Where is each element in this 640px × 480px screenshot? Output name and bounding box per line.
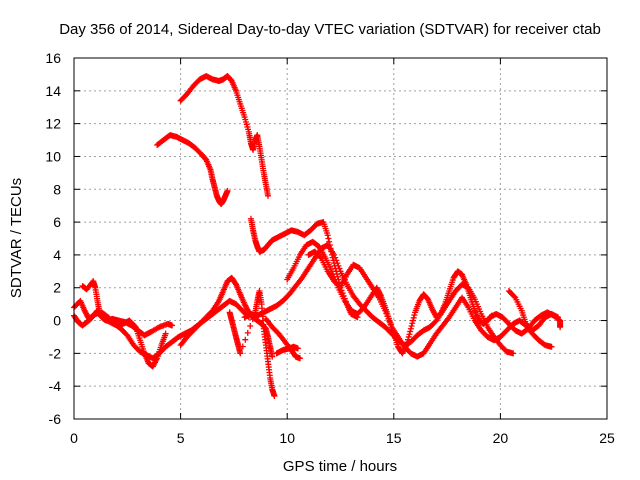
series-arc-11: [273, 343, 301, 357]
y-tick-label: 12: [45, 116, 61, 132]
data-point: [224, 187, 231, 194]
data-point: [387, 321, 394, 328]
data-point: [554, 314, 561, 321]
y-tick-label: 6: [53, 214, 61, 230]
data-point: [326, 238, 333, 245]
series-arc-6: [177, 274, 276, 360]
data-point: [328, 248, 335, 255]
data-point: [408, 323, 415, 330]
series-arc-5: [177, 73, 272, 199]
data-point: [294, 345, 301, 352]
data-point: [410, 314, 417, 321]
data-point: [409, 317, 416, 324]
series-arc-14: [486, 309, 564, 337]
series-arc-9: [247, 215, 361, 321]
data-point: [247, 323, 254, 330]
axis-ticks: 0 5 10 15 20 25 -6 -4 -2 0 2 4 6 8 10 12 14 16: [45, 50, 615, 446]
y-tick-label: -4: [49, 378, 62, 394]
chart-title: Day 356 of 2014, Sidereal Day-to-day VTE…: [59, 21, 601, 38]
data-point: [331, 262, 338, 269]
data-point: [383, 310, 390, 317]
data-point: [510, 350, 517, 357]
data-point: [407, 325, 414, 332]
x-axis-label: GPS time / hours: [283, 458, 397, 475]
data-point: [384, 313, 391, 320]
data-point: [386, 318, 393, 325]
data-point: [330, 257, 337, 264]
series-arc-8: [241, 242, 517, 357]
y-tick-label: 4: [53, 247, 61, 263]
data-point: [328, 251, 335, 258]
data-point: [317, 254, 324, 261]
y-tick-label: -6: [49, 411, 62, 427]
data-point: [405, 333, 412, 340]
data-point: [237, 350, 244, 357]
y-tick-label: 2: [53, 280, 61, 296]
data-points: [71, 73, 564, 400]
data-point: [511, 293, 518, 300]
data-point: [557, 324, 564, 331]
series-arc-7: [226, 288, 278, 400]
data-point: [131, 323, 138, 330]
plot-frame: [73, 57, 608, 420]
series-arc-10: [262, 315, 303, 362]
data-point: [385, 315, 392, 322]
data-point: [411, 312, 418, 319]
data-point: [325, 235, 332, 242]
x-tick-label: 5: [177, 430, 185, 446]
y-tick-label: -2: [49, 345, 62, 361]
data-point: [407, 328, 414, 335]
data-point: [406, 331, 413, 338]
data-point: [271, 393, 278, 400]
y-tick-label: 14: [45, 83, 61, 99]
data-point: [404, 339, 411, 346]
data-point: [327, 245, 334, 252]
x-tick-label: 15: [386, 430, 402, 446]
data-point: [409, 320, 416, 327]
data-point: [244, 329, 251, 336]
data-point: [382, 307, 389, 314]
y-tick-label: 10: [45, 148, 61, 164]
data-point: [324, 232, 331, 239]
x-tick-label: 20: [493, 430, 509, 446]
data-point: [296, 355, 303, 362]
x-tick-label: 0: [70, 430, 78, 446]
data-point: [329, 254, 336, 261]
data-point: [242, 336, 249, 343]
data-point: [405, 336, 412, 343]
series-arc-15: [505, 288, 561, 334]
x-tick-label: 25: [599, 430, 615, 446]
series-arc-4: [154, 132, 231, 208]
x-tick-label: 10: [279, 430, 295, 446]
data-point: [331, 260, 338, 267]
y-axis-label: SDTVAR / TECUs: [8, 178, 25, 298]
y-tick-label: 0: [53, 313, 61, 329]
data-point: [239, 343, 246, 350]
data-point: [548, 343, 555, 350]
y-tick-label: 8: [53, 181, 61, 197]
data-point: [326, 242, 333, 249]
y-tick-label: 16: [45, 50, 61, 66]
data-point: [265, 192, 272, 199]
data-point: [169, 322, 176, 329]
data-point: [162, 330, 169, 337]
